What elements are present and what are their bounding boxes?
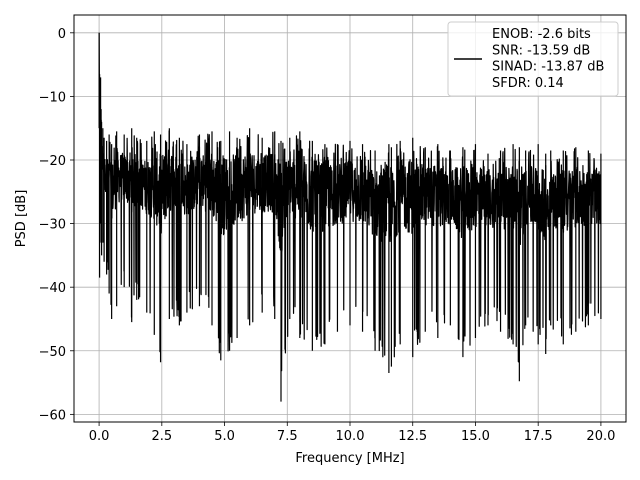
x-tick-label: 15.0 xyxy=(461,429,490,444)
legend: ENOB: -2.6 bits SNR: -13.59 dB SINAD: -1… xyxy=(447,21,619,97)
x-axis: 0.0 2.5 5.0 7.5 10.0 12.5 15.0 17.5 20.0 xyxy=(89,422,615,444)
series-layer xyxy=(98,32,602,402)
x-tick-label: 10.0 xyxy=(336,429,365,444)
y-axis-label: PSD [dB] xyxy=(14,190,29,248)
legend-label-sinad: SINAD: -13.87 dB xyxy=(492,60,604,75)
x-tick-label: 12.5 xyxy=(398,429,427,444)
x-tick-label: 20.0 xyxy=(586,429,615,444)
y-tick-label: 0 xyxy=(58,27,66,42)
x-tick-label: 0.0 xyxy=(89,429,110,444)
y-tick-label: −20 xyxy=(39,154,66,169)
legend-box xyxy=(447,21,619,97)
x-axis-label: Frequency [MHz] xyxy=(295,451,404,466)
y-tick-label: −10 xyxy=(39,90,66,105)
y-axis: 0 −10 −20 −30 −40 −50 −60 xyxy=(39,27,74,423)
legend-label-enob: ENOB: -2.6 bits xyxy=(492,27,591,42)
y-tick-label: −40 xyxy=(39,281,66,296)
y-tick-label: −60 xyxy=(39,408,66,423)
x-tick-label: 5.0 xyxy=(214,429,235,444)
legend-label-sfdr: SFDR: 0.14 xyxy=(492,76,564,91)
y-tick-label: −30 xyxy=(39,218,66,233)
x-tick-label: 7.5 xyxy=(277,429,298,444)
legend-label-snr: SNR: -13.59 dB xyxy=(492,43,590,58)
x-tick-label: 2.5 xyxy=(151,429,172,444)
x-tick-label: 17.5 xyxy=(524,429,553,444)
y-tick-label: −50 xyxy=(39,345,66,360)
